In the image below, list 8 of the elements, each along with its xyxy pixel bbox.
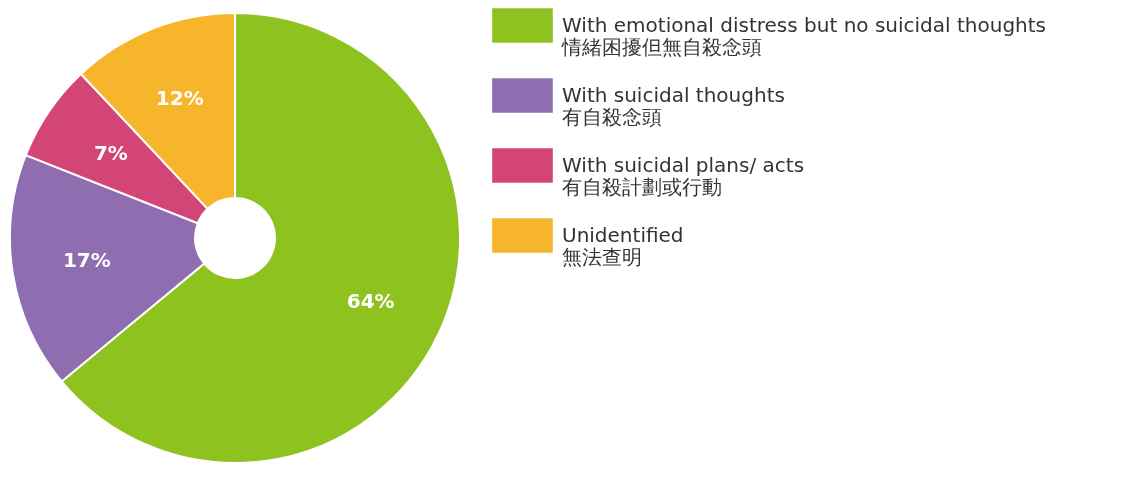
data-label: 12% [155,85,204,110]
data-label: 64% [346,288,395,313]
legend-label: Unidentified 無法查明 [562,222,684,269]
data-label: 7% [93,140,128,165]
legend-label: With suicidal plans/ acts 有自殺計劃或行動 [562,152,805,199]
data-label: 17% [62,248,111,273]
legend-label: With suicidal thoughts 有自殺念頭 [562,82,785,129]
legend-label: With emotional distress but no suicidal thoughts 情緒困擾但無自殺念頭 [561,12,1047,59]
